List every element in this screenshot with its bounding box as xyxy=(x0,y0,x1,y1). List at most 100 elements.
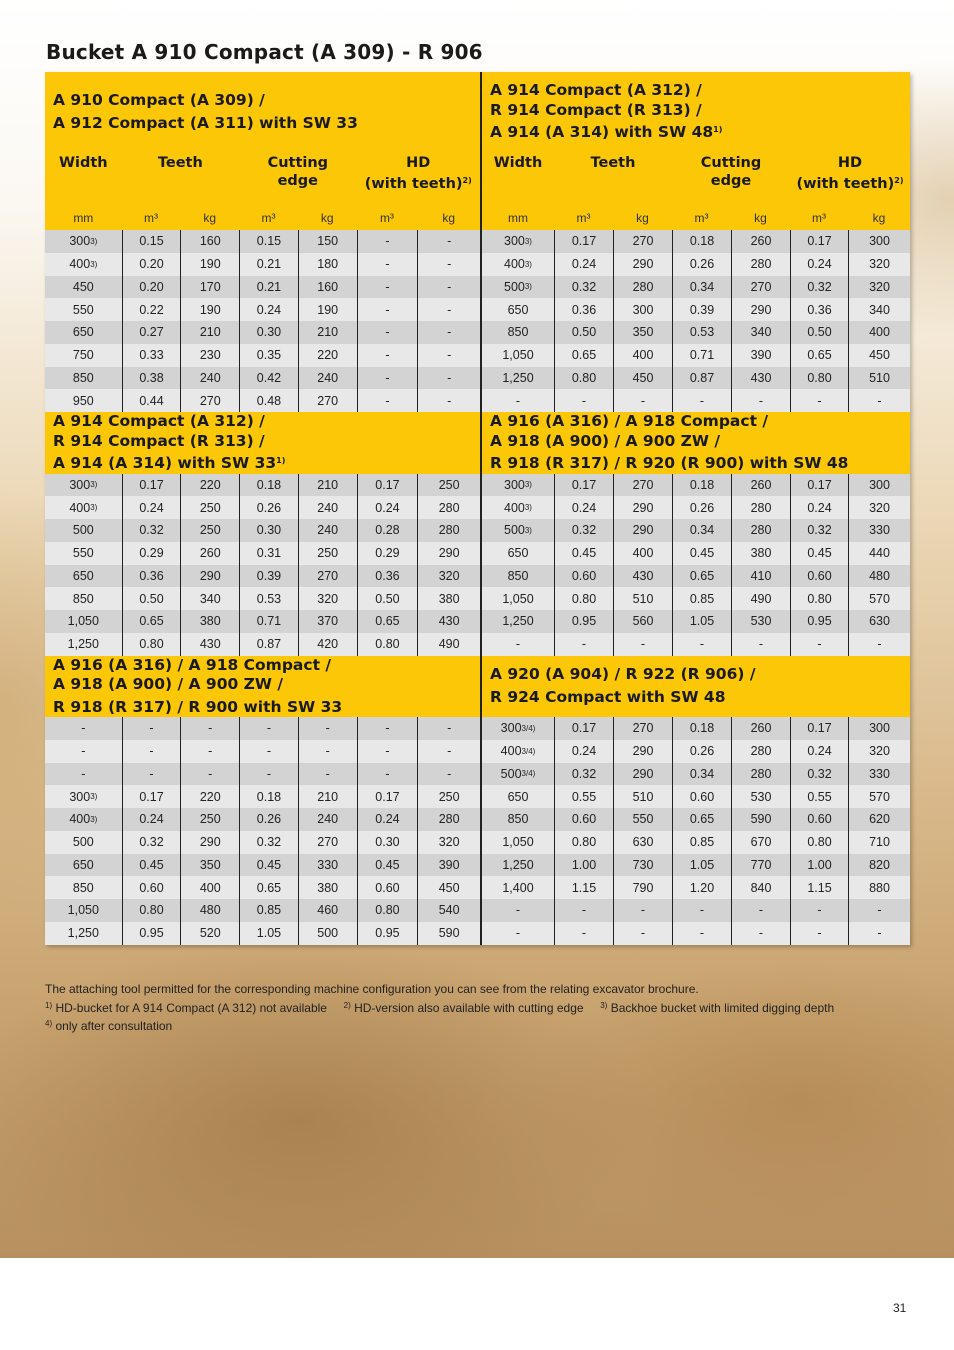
table-row: ------- xyxy=(45,739,480,763)
table-row: 1,250 1.00 730 1.05 770 1.00 820 xyxy=(482,853,910,877)
width-value: 1,050 xyxy=(67,903,99,918)
cell-width: 850 xyxy=(482,808,554,831)
table-cell: 550 xyxy=(613,808,672,831)
cell-width: 1,050 xyxy=(45,610,122,633)
width-value: 650 xyxy=(507,789,529,804)
width-value: 1,050 xyxy=(502,348,534,363)
table-cell: 210 xyxy=(297,785,357,808)
footnote-intro: The attaching tool permitted for the cor… xyxy=(45,982,699,996)
table-cell: 0.22 xyxy=(121,298,181,321)
table-cell: 0.24 xyxy=(790,496,848,519)
table-cell: - xyxy=(417,366,480,390)
table-cell: 0.85 xyxy=(239,899,298,922)
block-title-text: A 914 Compact (A 312) / R 914 Compact (R… xyxy=(53,412,277,472)
table-cell: 270 xyxy=(613,717,672,740)
block-title: A 914 Compact (A 312) / R 914 Compact (R… xyxy=(490,81,902,143)
table-cell: - xyxy=(356,366,418,390)
table-cell: 190 xyxy=(180,252,239,276)
table-cell: 400 xyxy=(180,876,239,899)
table-cell: 490 xyxy=(731,587,790,610)
table-row: 500 3/4) 0.32 290 0.34 280 0.32 330 xyxy=(482,762,910,786)
block-title-text: A 916 (A 316) / A 918 Compact / A 918 (A… xyxy=(490,412,849,472)
width-value: 1,050 xyxy=(67,614,99,629)
table-cell: - xyxy=(790,389,848,412)
block-title-text: A 910 Compact (A 309) / A 912 Compact (A… xyxy=(53,91,358,132)
table-cell: - xyxy=(417,739,480,763)
table-cell: 710 xyxy=(848,830,910,854)
block-title: A 910 Compact (A 309) / A 912 Compact (A… xyxy=(53,91,472,132)
table-row: 650 0.45 350 0.45 330 0.45 390 xyxy=(45,853,480,877)
block-header: A 914 Compact (A 312) / R 914 Compact (R… xyxy=(482,72,910,230)
table-row: 850 0.38 240 0.42 240- - xyxy=(45,366,480,390)
table-cell: 520 xyxy=(180,921,239,945)
table-cell: 280 xyxy=(731,739,790,763)
table-cell: 0.65 xyxy=(121,610,181,633)
width-value: - xyxy=(515,637,521,652)
width-footnote: 3/4) xyxy=(521,746,536,756)
table-cell: 570 xyxy=(848,587,910,610)
footnote-3: Backhoe bucket with limited digging dept… xyxy=(610,1000,835,1015)
column-header-label: Cutting edge xyxy=(267,154,329,189)
table-cell: 430 xyxy=(180,632,239,656)
table-row: 300 3) 0.17 220 0.18 210 0.17 250 xyxy=(45,785,480,808)
width-value: - xyxy=(515,393,521,408)
width-value: 1,400 xyxy=(502,880,534,895)
table-cell: - xyxy=(848,632,910,656)
table-cell: 0.26 xyxy=(239,808,298,831)
table-cell: 0.15 xyxy=(239,230,298,253)
table-row: ------- xyxy=(482,389,910,412)
table-cell: 0.18 xyxy=(672,230,731,253)
column-header-label: Cutting edge xyxy=(700,154,762,189)
cell-width: 650 xyxy=(45,565,122,588)
width-value: 500 xyxy=(504,279,525,294)
cell-width: 400 3) xyxy=(45,496,122,519)
table-cell: 0.80 xyxy=(121,632,181,656)
table-cell: 1.00 xyxy=(790,853,848,877)
column-header-footnote: 2) xyxy=(894,175,904,185)
table-row: ------- xyxy=(45,762,480,786)
table-cell: - xyxy=(613,389,672,412)
width-value: 1,050 xyxy=(502,591,534,606)
cell-width: 400 3) xyxy=(45,253,122,276)
table-cell: 380 xyxy=(417,587,480,610)
table-cell: 0.45 xyxy=(672,541,731,565)
cell-width: 1,050 xyxy=(45,899,122,922)
cell-width: - xyxy=(482,633,554,656)
table-cell: 0.34 xyxy=(672,519,731,542)
width-value: 650 xyxy=(72,568,94,583)
table-cell: 270 xyxy=(297,830,357,854)
table-cell: 0.87 xyxy=(239,632,298,656)
table-cell: 240 xyxy=(297,366,357,390)
table-cell: - xyxy=(731,921,790,945)
column-header-teeth: Teeth xyxy=(122,154,239,193)
table-row: 450 0.20 170 0.21 160- - xyxy=(45,275,480,299)
table-cell: 0.80 xyxy=(554,587,613,610)
table-row: 500 3) 0.32 280 0.34 270 0.32 320 xyxy=(482,275,910,299)
table-cell: 0.17 xyxy=(356,473,418,497)
cell-width: 850 xyxy=(482,565,554,588)
table-cell: 0.50 xyxy=(121,587,181,610)
table-cell: - xyxy=(356,275,418,299)
table-section: A 910 Compact (A 309) / A 912 Compact (A… xyxy=(45,72,910,412)
table-cell: 260 xyxy=(731,230,790,253)
table-cell: 0.17 xyxy=(554,717,613,740)
block-title: A 914 Compact (A 312) / R 914 Compact (R… xyxy=(53,412,472,474)
table-cell: 380 xyxy=(731,541,790,565)
table-cell: 400 xyxy=(613,541,672,565)
table-cell: 0.95 xyxy=(554,610,613,633)
table-cell: 450 xyxy=(613,366,672,390)
table-cell: - xyxy=(417,275,480,299)
table-cell: - xyxy=(790,921,848,945)
table-cell: 320 xyxy=(848,252,910,276)
width-value: 500 xyxy=(500,766,522,781)
table-cell: 0.18 xyxy=(672,717,731,740)
table-cell: - xyxy=(239,717,298,740)
table-cell: 280 xyxy=(731,762,790,786)
table-cell: 0.45 xyxy=(790,541,848,565)
table-row: 300 3/4) 0.17 270 0.18 260 0.17 300 xyxy=(482,717,910,740)
table-cell: - xyxy=(613,921,672,945)
width-value: 1,250 xyxy=(502,857,534,872)
table-cell: 260 xyxy=(731,717,790,740)
table-cell: 290 xyxy=(731,298,790,321)
table-cell: 400 xyxy=(613,343,672,367)
